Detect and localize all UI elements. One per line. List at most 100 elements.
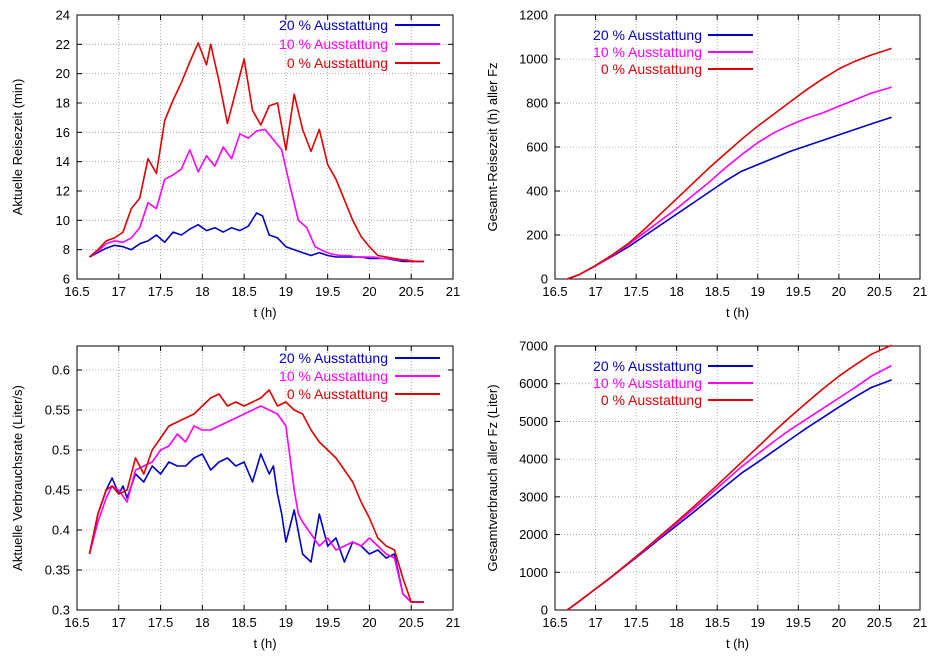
y-tick-label: 8 bbox=[63, 242, 70, 257]
legend-label: 0 % Ausstattung bbox=[601, 61, 702, 77]
y-tick-label: 1000 bbox=[519, 52, 548, 67]
x-axis-label: t (h) bbox=[726, 636, 749, 651]
series-line-s10 bbox=[89, 128, 424, 263]
legend-label: 20 % Ausstattung bbox=[593, 358, 702, 374]
x-tick-label: 17.5 bbox=[148, 615, 173, 630]
x-tick-label: 18 bbox=[195, 615, 209, 630]
x-axis-label: t (h) bbox=[726, 305, 749, 320]
series-line-s0 bbox=[88, 389, 424, 603]
x-tick-label: 21 bbox=[913, 284, 927, 299]
y-tick-label: 14 bbox=[56, 154, 70, 169]
y-tick-label: 3000 bbox=[519, 489, 548, 504]
y-tick-label: 24 bbox=[56, 8, 70, 23]
y-tick-label: 4000 bbox=[519, 452, 548, 467]
x-tick-label: 20.5 bbox=[867, 615, 892, 630]
x-tick-label: 18.5 bbox=[231, 284, 256, 299]
y-tick-label: 0.45 bbox=[45, 483, 70, 498]
legend: 20 % Ausstattung 10 % Ausstattung 0 % Auss… bbox=[279, 350, 440, 402]
x-tick-label: 19 bbox=[751, 284, 765, 299]
y-tick-label: 7000 bbox=[519, 339, 548, 354]
y-tick-label: 0.3 bbox=[52, 603, 70, 618]
x-tick-label: 17.5 bbox=[623, 284, 648, 299]
x-axis-label: t (h) bbox=[253, 305, 276, 320]
y-tick-label: 20 bbox=[56, 66, 70, 81]
y-tick-label: 0.5 bbox=[52, 443, 70, 458]
plot-frame bbox=[76, 14, 454, 280]
y-tick-label: 12 bbox=[56, 184, 70, 199]
legend-label: 10 % Ausstattung bbox=[279, 368, 388, 384]
x-tick-label: 18 bbox=[195, 284, 209, 299]
x-tick-label: 16.5 bbox=[64, 615, 89, 630]
y-axis-label: Aktuelle Verbrauchsrate (Liter/s) bbox=[10, 385, 25, 571]
x-tick-label: 17.5 bbox=[623, 615, 648, 630]
x-tick-label: 18.5 bbox=[705, 284, 730, 299]
legend-label: 0 % Ausstattung bbox=[601, 392, 702, 408]
legend-label: 10 % Ausstattung bbox=[279, 36, 388, 52]
series-line-s10 bbox=[566, 86, 892, 280]
y-tick-label: 18 bbox=[56, 96, 70, 111]
y-tick-label: 1200 bbox=[519, 8, 548, 23]
plot-frame bbox=[554, 345, 921, 611]
plot-frame bbox=[76, 345, 454, 611]
x-tick-label: 20.5 bbox=[867, 284, 892, 299]
y-tick-label: 800 bbox=[526, 96, 548, 111]
y-tick-label: 600 bbox=[526, 140, 548, 155]
x-tick-label: 17.5 bbox=[148, 284, 173, 299]
chart-panel-4: 16.5 17 17.5 18 18.5 19 19.5 20 20.5 21 0 1000 2000 3… bbox=[485, 339, 927, 652]
legend-label: 0 % Ausstattung bbox=[287, 55, 388, 71]
x-tick-label: 19.5 bbox=[315, 284, 340, 299]
x-tick-label: 20.5 bbox=[399, 615, 424, 630]
x-tick-label: 20.5 bbox=[399, 284, 424, 299]
x-tick-label: 16.5 bbox=[542, 615, 567, 630]
chart-panel-1: 16.5 17 17.5 18 18.5 19 19.5 20 20.5 21 6 8 10 12 14 16… bbox=[10, 8, 460, 321]
x-tick-label: 17 bbox=[588, 615, 602, 630]
legend: 20 % Ausstattung 10 % Ausstattung 0 % Auss… bbox=[279, 17, 440, 71]
y-tick-label: 1000 bbox=[519, 565, 548, 580]
y-axis-label: Gesamtverbrauch aller Fz (Liter) bbox=[485, 384, 500, 571]
x-tick-label: 21 bbox=[446, 615, 460, 630]
legend-label: 20 % Ausstattung bbox=[593, 27, 702, 43]
y-tick-label: 22 bbox=[56, 37, 70, 52]
series-line-s10 bbox=[88, 405, 424, 603]
y-tick-label: 0.55 bbox=[45, 403, 70, 418]
y-tick-label: 16 bbox=[56, 125, 70, 140]
x-tick-label: 18 bbox=[669, 615, 683, 630]
y-tick-label: 6000 bbox=[519, 376, 548, 391]
y-tick-label: 6 bbox=[63, 272, 70, 287]
x-tick-label: 19.5 bbox=[315, 615, 340, 630]
x-tick-label: 21 bbox=[446, 284, 460, 299]
series-line-s20 bbox=[566, 379, 892, 611]
legend-label: 10 % Ausstattung bbox=[593, 375, 702, 391]
x-tick-label: 17 bbox=[588, 284, 602, 299]
series-line-s20 bbox=[566, 116, 892, 280]
series-line-s0 bbox=[566, 344, 892, 611]
series-line-s0 bbox=[566, 47, 892, 280]
y-tick-label: 0.35 bbox=[45, 563, 70, 578]
legend-label: 20 % Ausstattung bbox=[279, 350, 388, 366]
x-tick-label: 21 bbox=[913, 615, 927, 630]
x-tick-label: 20 bbox=[362, 284, 376, 299]
y-tick-label: 5000 bbox=[519, 414, 548, 429]
y-tick-label: 2000 bbox=[519, 527, 548, 542]
x-tick-label: 19 bbox=[279, 615, 293, 630]
x-tick-label: 19.5 bbox=[786, 284, 811, 299]
legend-label: 20 % Ausstattung bbox=[279, 17, 388, 33]
x-tick-label: 16.5 bbox=[64, 284, 89, 299]
y-tick-label: 0 bbox=[541, 603, 548, 618]
x-tick-label: 17 bbox=[112, 284, 126, 299]
x-tick-label: 19 bbox=[279, 284, 293, 299]
x-axis-label: t (h) bbox=[253, 636, 276, 651]
y-axis-label: Gesamt-Reisezeit (h) aller Fz bbox=[485, 62, 500, 231]
legend-label: 0 % Ausstattung bbox=[287, 386, 388, 402]
x-tick-label: 18.5 bbox=[705, 615, 730, 630]
x-tick-label: 20 bbox=[362, 615, 376, 630]
x-tick-label: 18.5 bbox=[231, 615, 256, 630]
y-tick-label: 200 bbox=[526, 228, 548, 243]
chart-panel-3: 16.5 17 17.5 18 18.5 19 19.5 20 20.5 21 0.3 0.35 0.4… bbox=[10, 345, 460, 651]
y-tick-label: 0.4 bbox=[52, 523, 70, 538]
x-tick-label: 20 bbox=[832, 284, 846, 299]
series-line-s20 bbox=[89, 212, 424, 263]
